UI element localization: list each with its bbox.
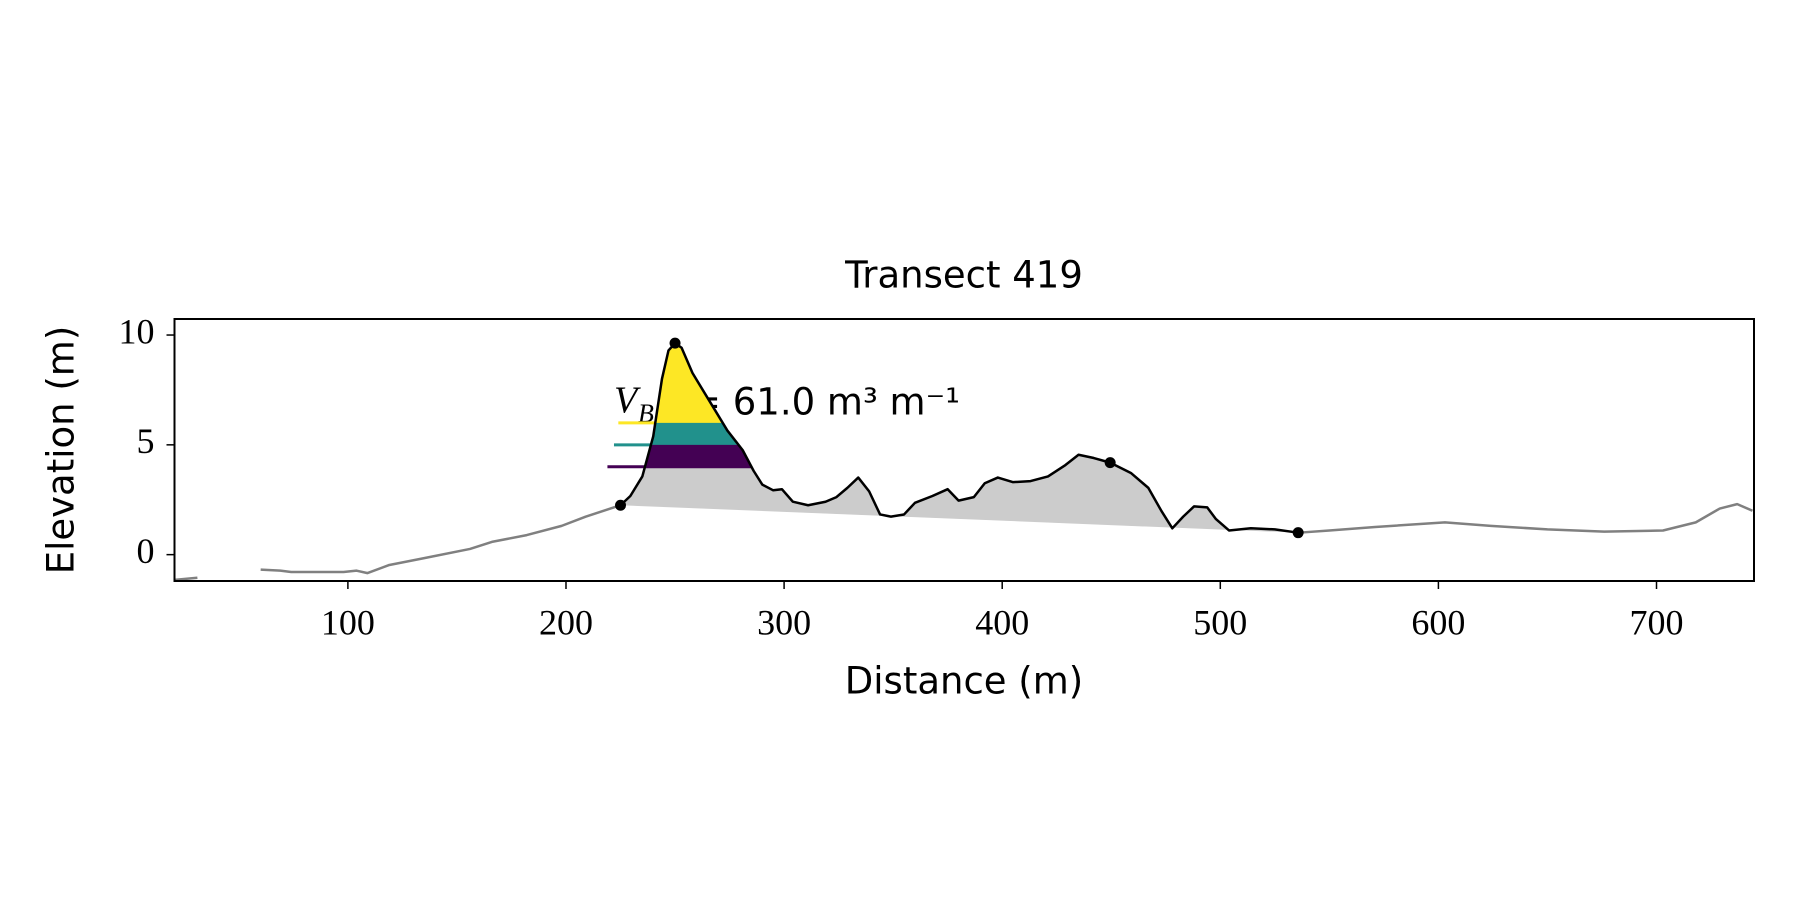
dune-volume-fill [620,343,1299,533]
y-tick-label: 0 [137,531,155,571]
dune-point [1104,457,1116,469]
dune-point [615,499,627,511]
level-band [644,444,752,467]
x-axis-label: Distance (m) [845,660,1083,703]
annotation-text: = 61.0 m³ m⁻¹ [690,381,960,424]
y-axis-label: Elevation (m) [40,326,83,575]
chart-title: Transect 419 [844,254,1083,297]
x-tick-label: 200 [539,602,593,642]
x-tick-label: 500 [1193,602,1247,642]
axes-frame [173,318,1755,582]
y-tick-label: 10 [119,311,155,351]
x-tick-label: 700 [1630,602,1684,642]
dune-point [669,337,681,349]
x-tick-label: 400 [975,602,1029,642]
level-band [655,343,723,423]
dune-line [619,341,1299,534]
dune-point [1292,527,1304,539]
y-tick-label: 5 [137,421,155,461]
annotation-symbol: V [614,380,641,422]
annotation-subscript: B [638,399,654,428]
x-tick-label: 600 [1411,602,1465,642]
level-band [650,422,739,445]
x-tick-label: 300 [757,602,811,642]
profile-line [174,502,1753,581]
plot-area: V B = 61.0 m³ m⁻¹ [174,337,1753,581]
x-tick-label: 100 [321,602,375,642]
